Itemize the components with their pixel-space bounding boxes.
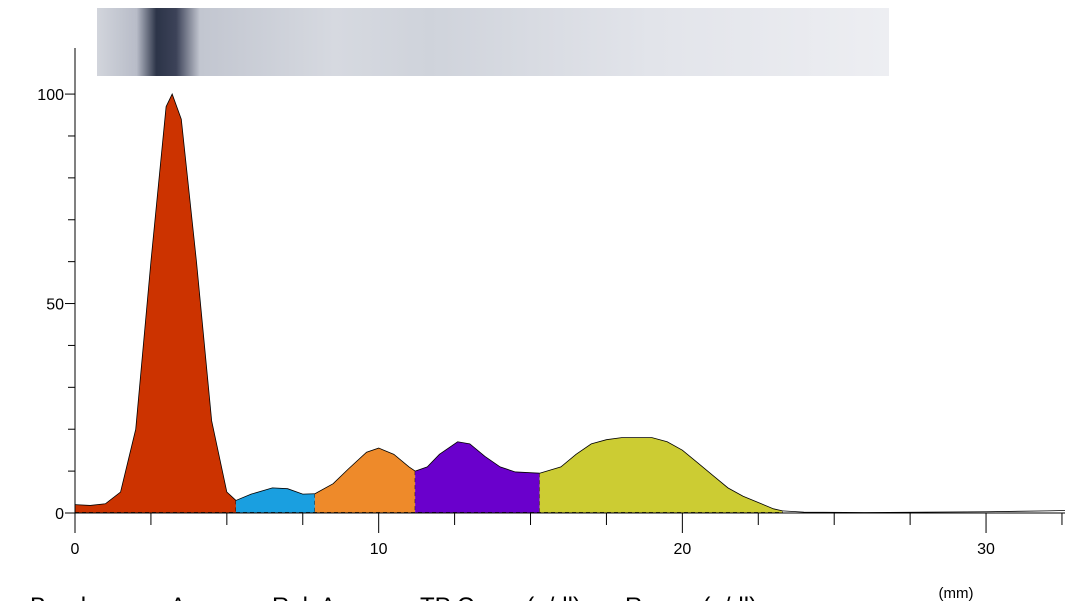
table-header: Range (g/dl): [625, 593, 757, 601]
band-area: [415, 441, 540, 513]
y-tick-label: 100: [37, 87, 64, 104]
band-area: [314, 448, 416, 513]
profile-line: [782, 510, 1065, 513]
profile-line: [314, 447, 416, 495]
table-header: Rel. Area: [272, 593, 371, 601]
y-tick-label: 0: [55, 506, 64, 523]
table-header: Band: [30, 593, 86, 601]
band-area: [75, 94, 236, 513]
gel-image: [97, 8, 889, 76]
x-tick-label: 10: [370, 541, 388, 558]
profile-line: [414, 441, 540, 474]
x-tick-label: 20: [673, 541, 691, 558]
profile-line: [74, 93, 237, 506]
table-header: Area: [170, 593, 221, 601]
x-unit-label: (mm): [939, 585, 974, 601]
band-area: [782, 510, 1065, 513]
profile-line: [539, 437, 783, 512]
x-tick-label: 0: [71, 541, 80, 558]
band-area: [235, 487, 315, 513]
profile-line: [235, 487, 315, 501]
y-tick-label: 50: [46, 297, 64, 314]
x-tick-label: 30: [977, 541, 995, 558]
band-area: [539, 437, 783, 513]
table-header: TP Conc. (g/dl): [420, 593, 581, 601]
